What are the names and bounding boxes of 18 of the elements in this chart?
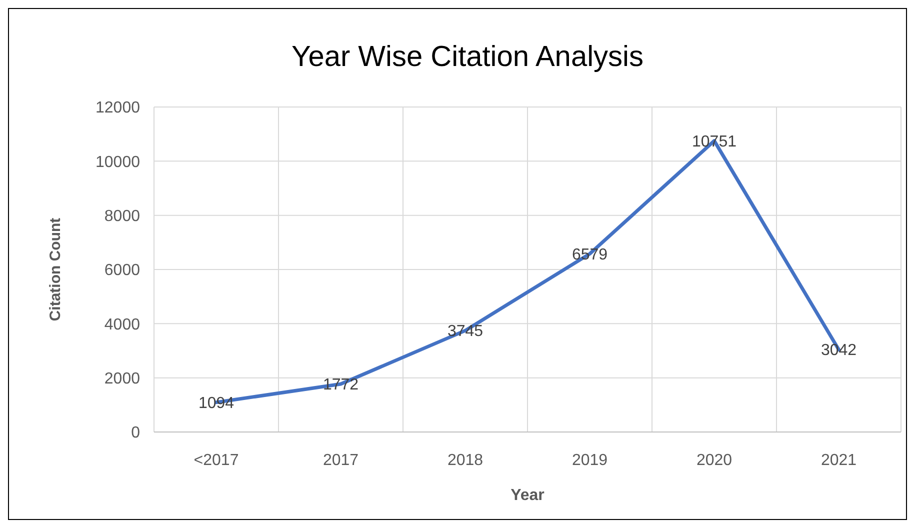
y-tick-label: 8000 <box>104 208 140 225</box>
y-tick-label: 4000 <box>104 316 140 334</box>
y-tick-label: 12000 <box>96 100 140 117</box>
y-tick-label: 2000 <box>104 370 140 388</box>
chart-title: Year Wise Citation Analysis <box>292 41 644 73</box>
x-axis-title: Year <box>510 487 544 504</box>
x-tick-label: 2020 <box>696 452 732 469</box>
data-label: 3042 <box>820 342 857 360</box>
y-tick-label: 0 <box>131 424 140 442</box>
x-tick-label: 2017 <box>322 452 359 469</box>
y-tick-label: 6000 <box>104 262 140 280</box>
y-tick-label: 10000 <box>96 154 140 171</box>
data-label: 1094 <box>198 394 234 412</box>
x-tick-label: 2021 <box>820 452 857 469</box>
x-tick-label: 2019 <box>572 452 608 469</box>
x-tick-label: <2017 <box>194 452 239 469</box>
x-tick-label: 2018 <box>447 452 484 469</box>
y-axis-title: Citation Count <box>47 218 64 322</box>
